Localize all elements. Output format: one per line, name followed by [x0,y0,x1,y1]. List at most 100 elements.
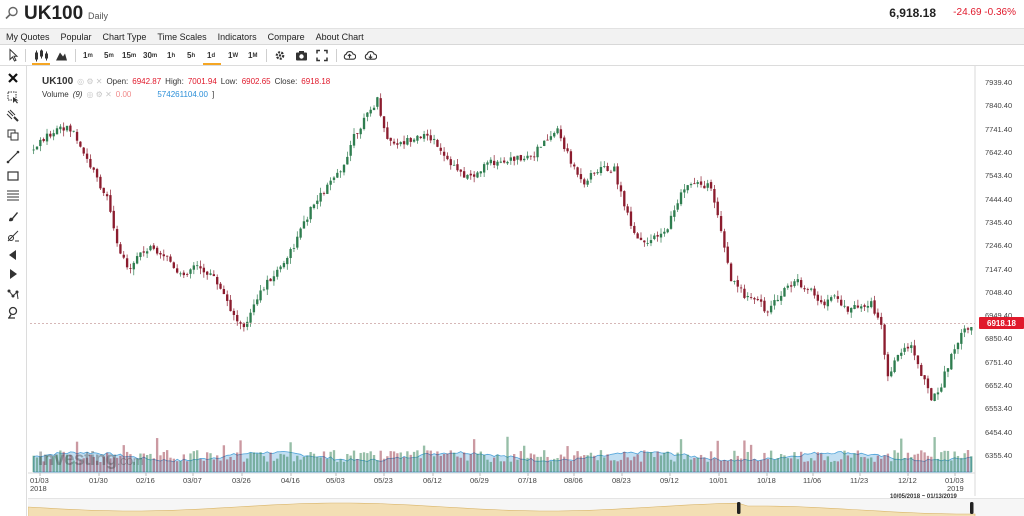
menu-chart-type[interactable]: Chart Type [102,31,147,42]
navigator-right-handle[interactable] [970,502,974,514]
menu-compare[interactable]: Compare [267,31,305,42]
volume-bar [970,456,973,472]
volume-visibility-icon[interactable]: ◎ ⚙ ✕ [86,90,112,99]
volume-bar [913,454,916,472]
cloud-download-icon[interactable] [364,48,377,63]
candle-body [112,210,115,229]
fib-icon[interactable] [6,229,20,243]
candle-body [165,255,169,257]
cloud-upload-icon[interactable] [343,48,356,63]
candle-body [262,289,266,291]
candle-body [125,258,129,268]
volume-bar [189,453,192,472]
candle-body [472,174,476,177]
volume-bar [466,460,469,472]
candle-body [202,267,206,273]
mountain-icon[interactable] [55,48,68,63]
candle-body [589,173,593,180]
volume-bar [960,457,963,472]
volume-bar [806,461,809,472]
legend-high-label: High: [165,77,184,86]
trend-line-icon[interactable] [6,150,20,164]
candle-body [366,112,369,117]
candle-body [679,192,683,205]
candle-body [212,274,216,277]
gear-icon[interactable] [274,48,286,63]
arrow-icon[interactable] [6,248,20,262]
candle-body [920,364,923,376]
menu-time-scales[interactable]: Time Scales [157,31,207,42]
search-icon[interactable] [5,6,19,20]
volume-bar [519,451,523,472]
cursor-icon[interactable] [7,48,19,63]
legend-symbol: UK100 [42,76,74,87]
volume-bar [462,452,466,472]
rectangle-icon[interactable] [6,169,20,183]
fullscreen-icon[interactable] [316,48,328,63]
magnet-icon[interactable] [6,109,20,123]
pattern-icon[interactable] [6,287,20,301]
candle-body [699,181,703,185]
volume-bar [763,452,766,472]
candle-body [746,295,749,298]
magnifier-icon[interactable] [6,306,20,320]
visibility-icon[interactable]: ◎ ⚙ ✕ [77,77,103,86]
volume-bar [282,454,286,472]
candle-body [749,297,753,298]
volume-bar [579,456,583,472]
menu-about-chart[interactable]: About Chart [315,31,364,42]
volume-bar [389,451,392,472]
volume-bar [112,457,115,472]
candle-body [809,288,813,290]
timescale-15m[interactable]: 15 m [122,51,137,60]
volume-bar [306,455,309,472]
volume-bar [476,453,479,472]
candle-body [893,360,896,372]
volume-bar [402,457,406,472]
shape-icon[interactable] [6,267,20,281]
y-tick-label: 6949.40 [985,311,1013,321]
y-tick-label: 6652.40 [985,381,1013,391]
timescale-30m[interactable]: 30 m [143,51,158,60]
menu-popular[interactable]: Popular [60,31,92,42]
candle-body [269,278,272,282]
candle-body [950,353,953,370]
candle-body [489,159,492,164]
navigator-svg[interactable] [28,499,1024,516]
volume-bar [316,456,319,472]
x-tick-label: 03/07 [183,476,202,485]
brush-icon[interactable] [6,209,20,223]
cursor-select-icon[interactable] [6,90,20,104]
volume-bar [953,451,956,472]
candle-body [75,131,79,141]
candle-body [155,247,159,254]
range-navigator[interactable] [28,498,1024,516]
price-chart-svg[interactable] [28,66,1024,516]
menu-indicators[interactable]: Indicators [217,31,257,42]
candles-icon[interactable] [33,48,49,63]
candle-body [346,156,349,165]
candle-body [175,268,179,273]
candle-body [753,298,756,300]
navigator-left-handle[interactable] [737,502,741,514]
close-icon[interactable] [6,71,20,85]
candle-body [853,304,856,310]
volume-bar [459,457,462,472]
menu-my-quotes[interactable]: My Quotes [6,31,50,42]
horizontal-lines-icon[interactable] [6,188,20,202]
camera-icon[interactable] [295,48,308,63]
volume-bar [296,455,299,472]
chart-area[interactable]: Investing.com 7939.40 7840.40 7741.40 7642.… [28,66,1024,516]
copy-icon[interactable] [6,128,20,142]
volume-bar [429,450,432,472]
volume-bar [242,461,246,472]
volume-bar [39,456,42,472]
volume-bar [239,440,242,472]
